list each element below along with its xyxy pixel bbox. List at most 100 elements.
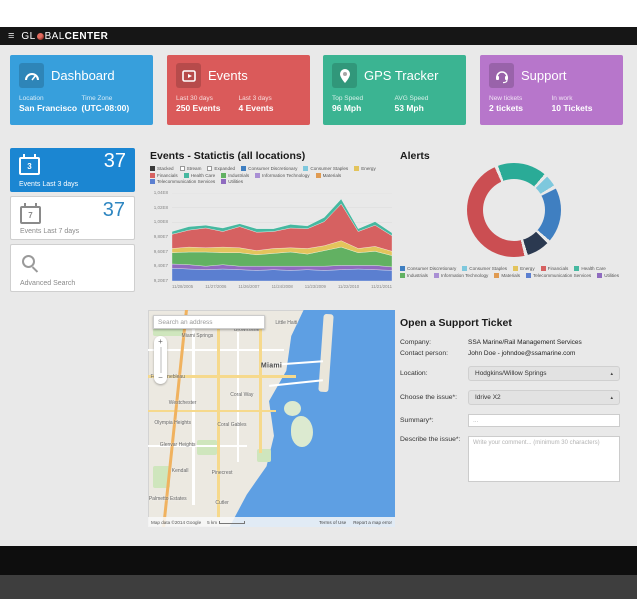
legend-item[interactable]: Consumer Discretionary (400, 266, 456, 271)
map-road (236, 331, 240, 462)
events-card[interactable]: Events Last 30 days 250 Events Last 3 day… (167, 55, 310, 125)
legend-label: Consumer Discretionary (248, 166, 298, 171)
gps-tracker-card[interactable]: GPS Tracker Top Speed 96 Mph AVG Speed 53 … (323, 55, 466, 125)
map-highway (148, 375, 297, 378)
stat-label: Location (19, 95, 44, 102)
legend-item[interactable]: Telecommunication Services (150, 179, 215, 184)
legend-item[interactable]: Financials (150, 172, 178, 178)
legend-item[interactable]: Health Care (574, 266, 606, 271)
map-label: Westchester (168, 400, 197, 407)
dashboard-card[interactable]: Dashboard Location San Francisco Time Zon… (10, 55, 153, 125)
y-axis-tick: 1,00E8 (153, 219, 168, 225)
legend-item[interactable]: Telecommunication Services (526, 273, 591, 278)
legend-item[interactable]: Expanded (207, 166, 235, 171)
legend-item[interactable]: Energy (354, 166, 376, 171)
legend-item[interactable]: Materials (494, 273, 520, 278)
legend-item[interactable]: Health Care (183, 172, 215, 178)
legend-item[interactable]: Stream (179, 166, 201, 171)
x-axis-tick: 11/27/2006 (205, 284, 227, 289)
sidebar-item-events-7-days[interactable]: 7 37 Events Last 7 days (10, 196, 135, 240)
contact-person-label: Contact person: (400, 350, 448, 357)
legend-item[interactable]: Stacked (150, 166, 174, 171)
legend-label: Energy (520, 266, 535, 271)
map-search-input[interactable] (153, 315, 265, 329)
map-label: Miami Springs (181, 333, 214, 340)
legend-item[interactable]: Materials (315, 172, 341, 178)
legend-label: Consumer Staples (310, 166, 349, 171)
map-label: Miami (260, 362, 283, 370)
legend-swatch (150, 172, 155, 178)
card-title: Support (521, 68, 567, 83)
describe-issue-textarea[interactable] (468, 436, 620, 482)
donut-hole (483, 179, 545, 241)
location-select[interactable]: Hodgkins/Willow Springs ▴ (468, 366, 620, 381)
terms-of-use-link[interactable]: Terms of Use (319, 519, 347, 525)
map-zoom-control[interactable]: + − (154, 336, 167, 384)
report-map-error-link[interactable]: Report a map error (353, 519, 392, 525)
y-axis-tick: 9,60E7 (153, 248, 168, 254)
card-stats: New tickets 2 tickets In work 10 Tickets (480, 90, 623, 113)
legend-item[interactable]: Consumer Discretionary (241, 166, 297, 171)
map-label: Kendall (171, 467, 189, 474)
legend-item[interactable]: Consumer Staples (462, 266, 507, 271)
legend-swatch (183, 172, 189, 178)
summary-input[interactable] (468, 414, 620, 427)
legend-item[interactable]: Consumer Staples (303, 166, 348, 171)
sidebar-item-label: Advanced Search (20, 280, 76, 287)
legend-label: Information Technology (262, 172, 310, 178)
zoom-out-button[interactable]: − (158, 373, 163, 382)
brand-part1: GL (21, 30, 36, 42)
map-island (291, 416, 314, 447)
legend-item[interactable]: Information Technology (433, 273, 488, 278)
legend-item[interactable]: Utilities (221, 179, 243, 184)
legend-label: Telecommunication Services (157, 179, 216, 184)
map-label: Glenvar Heights (159, 441, 196, 448)
form-row-summary: Summary*: (400, 414, 628, 427)
brand-part3: CENTER (64, 30, 109, 42)
map-attribution: Map data ©2014 Google (151, 519, 202, 525)
map-highway (217, 318, 221, 519)
events-media-icon (176, 63, 201, 88)
map-canvas[interactable]: Miami Springs Brownsville Little Haiti Miam… (148, 310, 395, 527)
legend-item[interactable]: Utilities (597, 273, 619, 278)
y-axis-tick: 1,02E8 (153, 204, 168, 210)
map-label: Brownsville (234, 326, 260, 333)
sidebar-item-label: Events Last 7 days (20, 228, 80, 235)
choose-issue-label: Choose the issue*: (400, 394, 458, 401)
legend-label: Consumer Staples (469, 266, 508, 271)
stat-value: 53 Mph (394, 103, 424, 113)
legend-swatch (255, 172, 261, 178)
card-stats: Top Speed 96 Mph AVG Speed 53 Mph (323, 90, 466, 113)
form-row-contact: Contact person: John Doe - johndoe@ssama… (400, 350, 628, 357)
top-navbar: ≡ GL BAL CENTER (0, 27, 637, 45)
legend-item[interactable]: Information Technology (255, 172, 310, 178)
legend-swatch (494, 273, 500, 278)
sidebar-item-events-3-days[interactable]: 3 37 Events Last 3 days (10, 148, 135, 192)
map-island (283, 401, 302, 417)
stat-value: 2 tickets (489, 103, 524, 113)
summary-label: Summary*: (400, 417, 434, 424)
legend-swatch (179, 166, 185, 171)
sidebar-item-advanced-search[interactable]: Advanced Search (10, 244, 135, 292)
legend-item[interactable]: Energy (513, 266, 535, 271)
support-form-title: Open a Support Ticket (400, 317, 512, 329)
legend-label: Expanded (214, 166, 236, 171)
zoom-in-button[interactable]: + (158, 337, 163, 346)
company-value: SSA Marine/Rail Management Services (468, 339, 582, 346)
legend-item[interactable]: Industrials (221, 172, 249, 178)
brand-logo[interactable]: GL BAL CENTER (21, 31, 108, 42)
globe-icon (36, 32, 44, 40)
legend-swatch (462, 266, 468, 271)
support-card[interactable]: Support New tickets 2 tickets In work 10 T… (480, 55, 623, 125)
stat-value: 250 Events (176, 103, 221, 113)
menu-icon[interactable]: ≡ (8, 30, 15, 42)
calendar-3-icon: 3 (19, 154, 40, 175)
legend-item[interactable]: Industrials (400, 273, 428, 278)
legend-swatch (574, 266, 580, 271)
location-select-value: Hodgkins/Willow Springs (475, 370, 547, 377)
legend-item[interactable]: Financials (540, 266, 568, 271)
map-label: Palmetto Estates (148, 495, 187, 502)
support-card-head: Support (480, 55, 623, 90)
issue-select[interactable]: Idrive X2 ▴ (468, 390, 620, 405)
zoom-slider[interactable] (159, 347, 162, 373)
